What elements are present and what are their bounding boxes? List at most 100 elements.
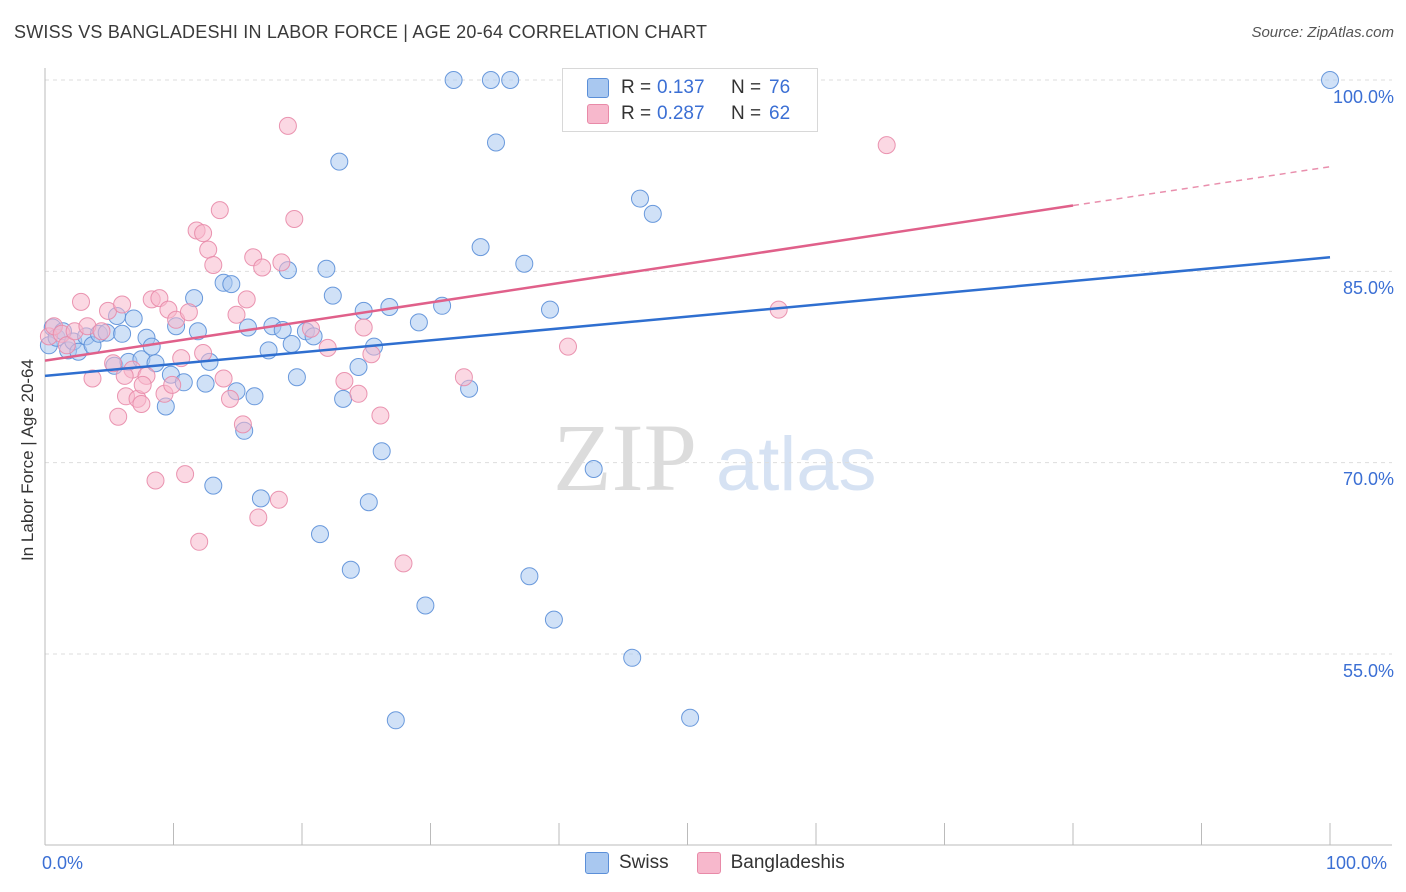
legend-label-swiss: Swiss: [619, 852, 669, 873]
swiss-point: [349, 358, 368, 376]
swiss-point: [481, 71, 500, 89]
swiss-point: [196, 374, 215, 393]
bangladeshi-point: [57, 336, 76, 355]
legend-item-swiss[interactable]: Swiss: [585, 852, 669, 874]
x-tick-label: 100.0%: [1326, 853, 1388, 873]
swiss-point: [501, 71, 520, 89]
bangladeshi-point: [269, 490, 288, 509]
swiss-point: [188, 322, 207, 341]
bangladeshi-point: [285, 210, 304, 228]
bangladeshi-point: [227, 305, 246, 324]
swiss-point: [643, 204, 662, 223]
bangladeshi-point: [210, 201, 229, 220]
bangladeshi-point: [146, 471, 165, 490]
bangladeshi-swatch: [587, 104, 609, 124]
swiss-point: [124, 309, 143, 328]
bangladeshi-point: [133, 375, 152, 394]
trend-lines: [44, 165, 1331, 378]
legend-label-bangladeshis: Bangladeshis: [730, 852, 845, 873]
r-value: 0.287: [657, 103, 705, 124]
n-value: 76: [769, 77, 791, 98]
swiss-point: [1321, 71, 1339, 89]
swiss-point: [330, 152, 349, 171]
bangladeshi-point: [194, 224, 213, 243]
bangladeshi-point: [176, 465, 195, 484]
legend-row-swiss: R = 0.137 N = 76: [563, 75, 790, 101]
bangladeshi-point: [204, 256, 223, 274]
swiss-point: [544, 610, 563, 629]
gridlines: [45, 79, 1392, 655]
bangladeshi-point: [278, 116, 297, 135]
bangladeshi-point: [302, 319, 320, 338]
bangladeshi-point: [335, 372, 354, 390]
bangladeshi-trend-extension: [1072, 165, 1331, 207]
y-tick-label: 100.0%: [1332, 87, 1394, 107]
bangladeshi-point: [354, 318, 373, 337]
swiss-trend-line: [44, 256, 1331, 378]
y-tick-label: 55.0%: [1342, 661, 1394, 681]
swiss-point: [623, 648, 642, 667]
bangladeshi-point: [109, 407, 128, 426]
swiss-point: [631, 189, 649, 208]
swiss-point: [113, 324, 132, 343]
swiss-point: [487, 133, 505, 152]
swiss-swatch: [585, 852, 609, 874]
bangladeshi-point: [214, 369, 233, 388]
swiss-point: [341, 560, 360, 579]
bangladeshi-point: [179, 303, 198, 322]
series-legend: Swiss Bangladeshis: [585, 852, 873, 874]
n-label: N =: [731, 103, 762, 124]
bangladeshi-point: [83, 369, 102, 388]
swiss-point: [386, 711, 405, 730]
chart-title: SWISS VS BANGLADESHI IN LABOR FORCE | AG…: [14, 22, 708, 42]
source-label: Source: ZipAtlas.com: [1251, 24, 1394, 41]
swiss-point: [251, 489, 270, 508]
watermark-zip: ZIP: [553, 404, 697, 511]
swiss-point: [681, 708, 700, 727]
bangladeshi-point: [221, 389, 239, 408]
bangladeshi-trend-line: [44, 204, 1074, 362]
swiss-point: [282, 335, 301, 353]
bangladeshi-point: [454, 368, 473, 387]
legend-row-bangladeshi: R = 0.287 N = 62: [563, 101, 790, 127]
swiss-point: [222, 275, 241, 294]
bangladeshi-point: [362, 345, 381, 364]
bangladeshi-point: [72, 292, 90, 311]
bangladeshi-point: [199, 240, 218, 259]
legend-item-bangladeshis[interactable]: Bangladeshis: [696, 852, 845, 874]
bangladeshi-point: [349, 384, 368, 403]
n-value: 62: [769, 103, 791, 124]
stats-legend: R = 0.137 N = 76 R = 0.287 N = 62: [562, 68, 818, 132]
swiss-point: [471, 238, 490, 257]
swiss-point: [245, 387, 264, 406]
bangladeshi-swatch: [696, 852, 721, 874]
bangladeshi-point: [163, 375, 182, 394]
swiss-point: [520, 567, 539, 586]
bangladeshi-point: [113, 295, 132, 314]
swiss-point: [359, 493, 378, 512]
axes: [44, 68, 1392, 846]
swiss-point: [334, 389, 353, 408]
bangladeshi-point: [190, 532, 209, 551]
r-label: R =: [621, 103, 652, 124]
swiss-point: [317, 259, 336, 278]
swiss-point: [409, 313, 428, 332]
swiss-point: [416, 596, 435, 615]
bangladeshi-point: [394, 554, 413, 573]
bangladeshi-point: [233, 415, 252, 434]
bangladeshi-point: [272, 253, 291, 272]
y-tick-label: 85.0%: [1342, 278, 1394, 298]
bangladeshi-point: [877, 136, 896, 155]
swiss-point: [444, 71, 463, 89]
bangladeshi-point: [253, 258, 272, 277]
swiss-point: [287, 368, 306, 387]
x-tick-label: 0.0%: [42, 853, 84, 873]
swiss-point: [311, 525, 329, 544]
swiss-point: [323, 286, 342, 305]
bangladeshi-point: [249, 508, 268, 527]
swiss-point: [372, 442, 391, 461]
bangladeshi-point: [104, 354, 123, 373]
swiss-point: [515, 254, 534, 273]
swiss-point: [146, 354, 165, 373]
